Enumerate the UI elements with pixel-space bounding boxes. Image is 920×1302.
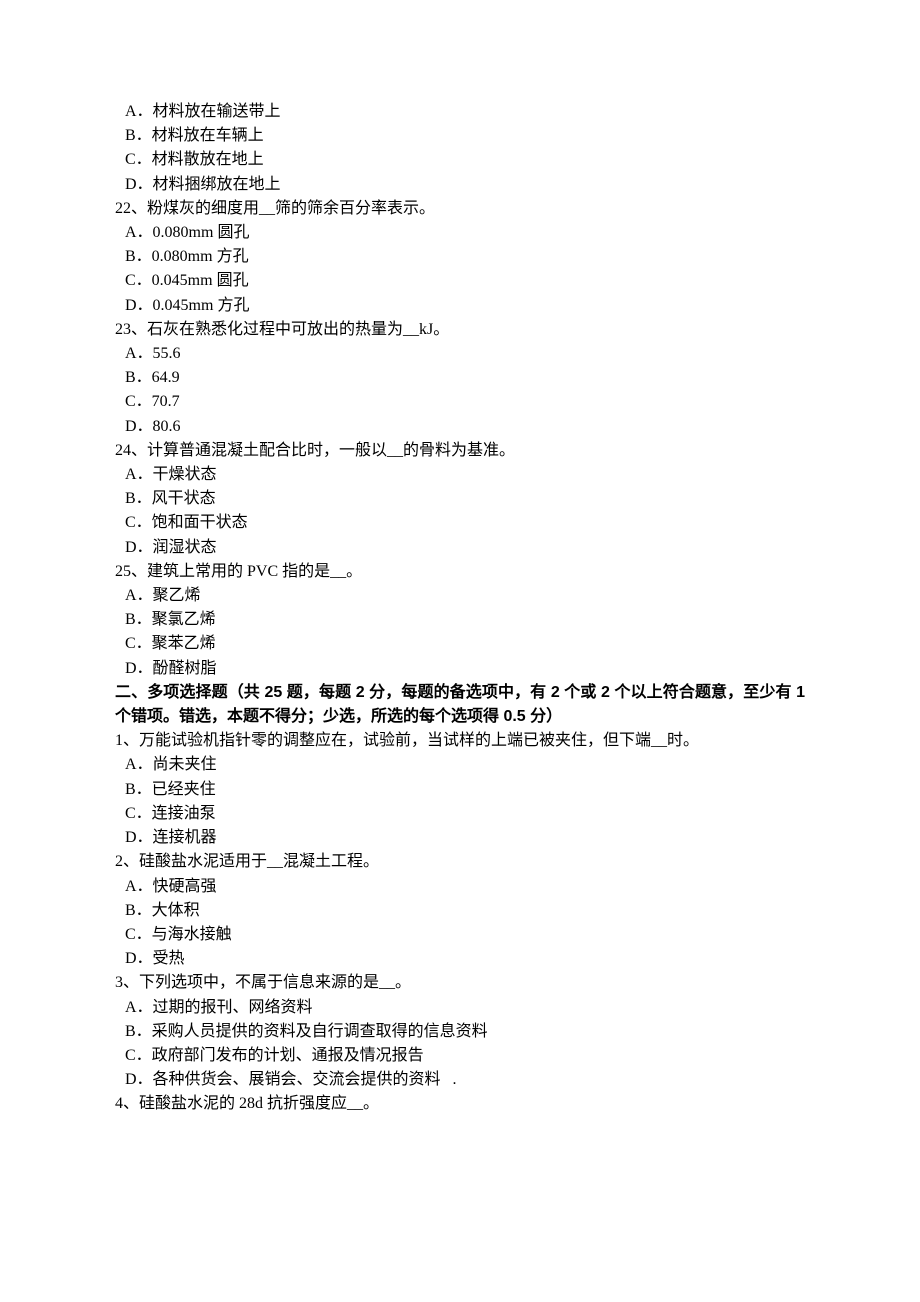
- option-line: D．润湿状态: [115, 536, 805, 560]
- option-line: D．0.045mm 方孔: [115, 294, 805, 318]
- question-stem: 24、计算普通混凝土配合比时，一般以__的骨料为基准。: [115, 439, 805, 463]
- option-line: B．材料放在车辆上: [115, 124, 805, 148]
- question-stem: 3、下列选项中，不属于信息来源的是__。: [115, 971, 805, 995]
- option-line: B．64.9: [115, 366, 805, 390]
- option-line: C．0.045mm 圆孔: [115, 269, 805, 293]
- option-line: C．70.7: [115, 390, 805, 414]
- question-stem: 25、建筑上常用的 PVC 指的是__。: [115, 560, 805, 584]
- option-line: B．风干状态: [115, 487, 805, 511]
- option-line: C．与海水接触: [115, 923, 805, 947]
- option-line: D．80.6: [115, 415, 805, 439]
- option-line: A．0.080mm 圆孔: [115, 221, 805, 245]
- option-line: B．0.080mm 方孔: [115, 245, 805, 269]
- option-line: B．采购人员提供的资料及自行调查取得的信息资料: [115, 1020, 805, 1044]
- question-stem: 2、硅酸盐水泥适用于__混凝土工程。: [115, 850, 805, 874]
- option-line: D．连接机器: [115, 826, 805, 850]
- option-line: A．55.6: [115, 342, 805, 366]
- question-stem: 1、万能试验机指针零的调整应在，试验前，当试样的上端已被夹住，但下端__时。: [115, 729, 805, 753]
- question-stem: 22、粉煤灰的细度用__筛的筛余百分率表示。: [115, 197, 805, 221]
- part2-questions: 1、万能试验机指针零的调整应在，试验前，当试样的上端已被夹住，但下端__时。A．…: [115, 729, 805, 1116]
- section2-header: 二、多项选择题（共 25 题，每题 2 分，每题的备选项中，有 2 个或 2 个…: [115, 681, 805, 729]
- option-line: C．聚苯乙烯: [115, 632, 805, 656]
- option-line: C．饱和面干状态: [115, 511, 805, 535]
- option-line: B．已经夹住: [115, 778, 805, 802]
- option-line: D．材料捆绑放在地上: [115, 173, 805, 197]
- option-line: A．尚未夹住: [115, 753, 805, 777]
- question-stem: 4、硅酸盐水泥的 28d 抗折强度应__。: [115, 1092, 805, 1116]
- option-line: B．大体积: [115, 899, 805, 923]
- option-line: A．过期的报刊、网络资料: [115, 996, 805, 1020]
- part1-tail: A．材料放在输送带上B．材料放在车辆上C．材料散放在地上D．材料捆绑放在地上22…: [115, 100, 805, 681]
- document-body: A．材料放在输送带上B．材料放在车辆上C．材料散放在地上D．材料捆绑放在地上22…: [115, 100, 805, 1117]
- question-stem: 23、石灰在熟悉化过程中可放出的热量为__kJ。: [115, 318, 805, 342]
- option-line: A．聚乙烯: [115, 584, 805, 608]
- option-line: C．政府部门发布的计划、通报及情况报告: [115, 1044, 805, 1068]
- option-line: A．材料放在输送带上: [115, 100, 805, 124]
- option-line: C．材料散放在地上: [115, 148, 805, 172]
- option-line: A．快硬高强: [115, 875, 805, 899]
- option-line: D．受热: [115, 947, 805, 971]
- option-line: C．连接油泵: [115, 802, 805, 826]
- option-line: A．干燥状态: [115, 463, 805, 487]
- option-line: D．酚醛树脂: [115, 657, 805, 681]
- option-line: B．聚氯乙烯: [115, 608, 805, 632]
- option-line: D．各种供货会、展销会、交流会提供的资料 .: [115, 1068, 805, 1092]
